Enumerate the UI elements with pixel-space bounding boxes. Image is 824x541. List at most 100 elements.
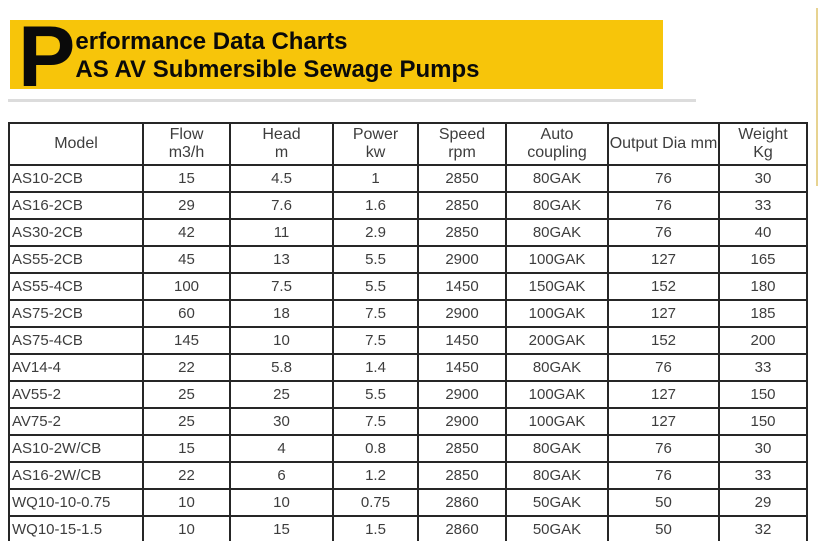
table-row: WQ10-10-0.75 10 10 0.75 2860 50GAK 50 29 (8, 488, 808, 517)
table-cell: 0.75 (332, 488, 419, 517)
table-cell: 2900 (417, 245, 507, 274)
model-cell: WQ10-15-1.5 (8, 515, 144, 541)
table-row: AV14-4 22 5.8 1.4 1450 80GAK 76 33 (8, 353, 808, 382)
table-cell: 40 (718, 218, 808, 247)
header-row: Model Flow m3/h Head m Power kw Speed rpm Auto cou… (8, 122, 808, 166)
table-cell: 1.4 (332, 353, 419, 382)
table-cell: 76 (607, 191, 720, 220)
table-cell: 42 (142, 218, 231, 247)
model-cell: AS10-2W/CB (8, 434, 144, 463)
table-cell: 22 (142, 461, 231, 490)
table-cell: 30 (718, 434, 808, 463)
table-cell: 33 (718, 353, 808, 382)
model-cell: AV14-4 (8, 353, 144, 382)
model-cell: AS55-2CB (8, 245, 144, 274)
column-header-speed: Speed rpm (417, 122, 507, 166)
page-subtitle: AS AV Submersible Sewage Pumps (75, 55, 480, 83)
right-edge-rule (816, 8, 818, 186)
table-cell: 150 (718, 407, 808, 436)
table-row: AS10-2CB 15 4.5 1 2850 80GAK 76 30 (8, 164, 808, 193)
table-cell: 18 (229, 299, 334, 328)
table-cell: 7.5 (229, 272, 334, 301)
table-cell: 1 (332, 164, 419, 193)
table-row: AV55-2 25 25 5.5 2900 100GAK 127 150 (8, 380, 808, 409)
table-cell: 1.6 (332, 191, 419, 220)
table-cell: 5.5 (332, 380, 419, 409)
model-cell: WQ10-10-0.75 (8, 488, 144, 517)
table-cell: 30 (229, 407, 334, 436)
table-cell: 165 (718, 245, 808, 274)
table-cell: 2850 (417, 164, 507, 193)
table-cell: 33 (718, 191, 808, 220)
table-cell: 4.5 (229, 164, 334, 193)
table-cell: 76 (607, 461, 720, 490)
table-cell: 100GAK (505, 299, 609, 328)
table-cell: 1.5 (332, 515, 419, 541)
table-cell: 76 (607, 164, 720, 193)
column-header-model: Model (8, 122, 144, 166)
table-cell: 2860 (417, 515, 507, 541)
column-header-head: Head m (229, 122, 334, 166)
table-cell: 127 (607, 299, 720, 328)
table-cell: 127 (607, 380, 720, 409)
table-cell: 100 (142, 272, 231, 301)
model-cell: AS16-2W/CB (8, 461, 144, 490)
table-cell: 127 (607, 245, 720, 274)
table-cell: 76 (607, 353, 720, 382)
table-cell: 2.9 (332, 218, 419, 247)
table-row: AS16-2W/CB 22 6 1.2 2850 80GAK 76 33 (8, 461, 808, 490)
model-cell: AS75-2CB (8, 299, 144, 328)
table-cell: 5.5 (332, 245, 419, 274)
table-cell: 76 (607, 218, 720, 247)
table-cell: 145 (142, 326, 231, 355)
table-cell: 10 (229, 488, 334, 517)
model-cell: AS75-4CB (8, 326, 144, 355)
table-cell: 2900 (417, 380, 507, 409)
table-cell: 100GAK (505, 245, 609, 274)
table-row: AS75-4CB 145 10 7.5 1450 200GAK 152 200 (8, 326, 808, 355)
table-cell: 100GAK (505, 407, 609, 436)
table-cell: 80GAK (505, 164, 609, 193)
table-row: AS75-2CB 60 18 7.5 2900 100GAK 127 185 (8, 299, 808, 328)
table-cell: 127 (607, 407, 720, 436)
table-cell: 100GAK (505, 380, 609, 409)
table-cell: 25 (142, 407, 231, 436)
table-row: AS10-2W/CB 15 4 0.8 2850 80GAK 76 30 (8, 434, 808, 463)
banner-titles: erformance Data Charts AS AV Submersible… (75, 28, 479, 84)
table-cell: 15 (229, 515, 334, 541)
table-cell: 22 (142, 353, 231, 382)
table-cell: 80GAK (505, 434, 609, 463)
table-cell: 33 (718, 461, 808, 490)
column-header-auto-coupling: Auto coupling (505, 122, 609, 166)
table-cell: 1.2 (332, 461, 419, 490)
column-header-flow: Flow m3/h (142, 122, 231, 166)
table-cell: 4 (229, 434, 334, 463)
table-cell: 30 (718, 164, 808, 193)
table-cell: 200GAK (505, 326, 609, 355)
table-cell: 0.8 (332, 434, 419, 463)
model-cell: AS10-2CB (8, 164, 144, 193)
table-cell: 80GAK (505, 353, 609, 382)
table-row: WQ10-15-1.5 10 15 1.5 2860 50GAK 50 32 (8, 515, 808, 541)
table-cell: 60 (142, 299, 231, 328)
table-cell: 152 (607, 326, 720, 355)
table-cell: 180 (718, 272, 808, 301)
column-header-weight: Weight Kg (718, 122, 808, 166)
table-cell: 11 (229, 218, 334, 247)
table-cell: 2860 (417, 488, 507, 517)
model-cell: AV75-2 (8, 407, 144, 436)
table-cell: 80GAK (505, 461, 609, 490)
table-cell: 10 (142, 488, 231, 517)
table-cell: 10 (229, 326, 334, 355)
table-cell: 45 (142, 245, 231, 274)
table-cell: 185 (718, 299, 808, 328)
table-cell: 2850 (417, 434, 507, 463)
table-cell: 5.8 (229, 353, 334, 382)
table-cell: 5.5 (332, 272, 419, 301)
table-cell: 13 (229, 245, 334, 274)
table-cell: 29 (142, 191, 231, 220)
model-cell: AV55-2 (8, 380, 144, 409)
table-cell: 15 (142, 164, 231, 193)
table-cell: 6 (229, 461, 334, 490)
